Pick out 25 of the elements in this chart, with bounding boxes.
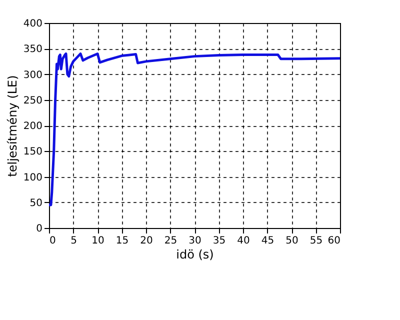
- y-tick-label: 0: [36, 224, 42, 234]
- y-tick-label: 150: [23, 146, 42, 158]
- x-tick-label: 15: [116, 236, 129, 246]
- y-tick-label: 100: [23, 172, 42, 184]
- x-tick-label: 35: [212, 236, 226, 246]
- x-tick-label: 40: [237, 236, 250, 246]
- x-tick-label: 55: [310, 236, 323, 246]
- x-tick-label: 45: [261, 236, 274, 246]
- y-tick-label: 350: [23, 44, 42, 56]
- y-tick-label: 400: [23, 18, 42, 30]
- y-tick-label: 250: [23, 95, 42, 106]
- x-tick-label: 20: [140, 236, 153, 246]
- x-tick-label: 10: [92, 236, 104, 246]
- y-tick-label: 50: [30, 198, 42, 209]
- x-axis-title: idö (s): [176, 248, 214, 262]
- line-series: [48, 52, 342, 206]
- y-tick-label: 300: [23, 70, 42, 81]
- y-tick-label: 200: [23, 121, 42, 132]
- x-tick-label: 30: [188, 236, 202, 246]
- x-tick-label: 25: [164, 236, 178, 246]
- x-tick-label: 5: [70, 236, 77, 246]
- y-axis-title: teljesítmény (LE): [5, 75, 20, 177]
- x-tick-label: 0: [50, 236, 56, 246]
- x-tick-label: 50: [286, 236, 298, 246]
- x-tick-label: 60: [328, 236, 340, 246]
